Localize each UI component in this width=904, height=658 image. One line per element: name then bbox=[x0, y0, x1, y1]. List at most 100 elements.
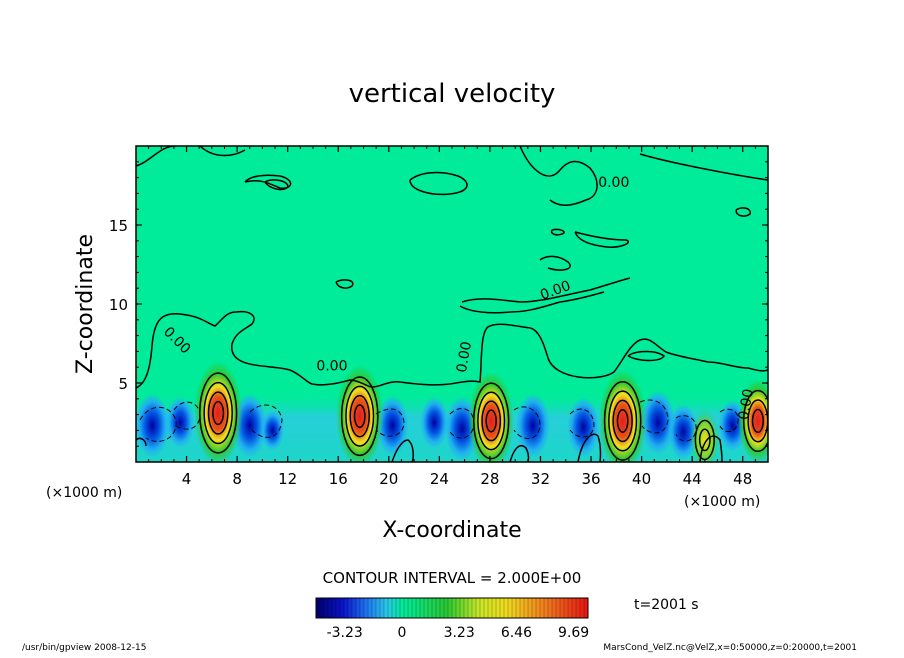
colorbar-segment-62 bbox=[564, 598, 569, 618]
colorbar-segment-10 bbox=[356, 598, 361, 618]
colorbar-frame bbox=[315, 597, 589, 619]
colorbar-segment-35 bbox=[456, 598, 461, 618]
y-axis-label: Z-coordinate bbox=[73, 234, 98, 374]
updraft-contour-3-2 bbox=[612, 399, 633, 443]
colorbar-segment-49 bbox=[512, 598, 517, 618]
colorbar-segment-0 bbox=[316, 598, 321, 618]
x-tick-label-3: 16 bbox=[329, 470, 348, 488]
footer-left: /usr/bin/gpview 2008-12-15 bbox=[22, 643, 146, 653]
zero-contour-upper-right bbox=[519, 146, 768, 206]
updraft-contour-1-1 bbox=[345, 385, 375, 447]
colorbar-segment-43 bbox=[488, 598, 493, 618]
x-tick-label-11: 48 bbox=[733, 470, 752, 488]
x-tick-label-2: 12 bbox=[278, 470, 297, 488]
updraft-contour-1-3 bbox=[353, 404, 366, 429]
colorbar-segment-66 bbox=[580, 598, 585, 618]
x-tick-label-6: 28 bbox=[480, 470, 499, 488]
updraft-contours bbox=[198, 372, 768, 461]
y-tick-label-1: 10 bbox=[109, 296, 128, 314]
colorbar-segment-47 bbox=[504, 598, 509, 618]
colorbar-segment-34 bbox=[452, 598, 457, 618]
colorbar-segment-1 bbox=[320, 598, 325, 618]
contour-label-3: 0.00 bbox=[316, 358, 347, 374]
x-tick-label-5: 24 bbox=[430, 470, 449, 488]
x-tick-label-9: 40 bbox=[632, 470, 651, 488]
colorbar-segment-53 bbox=[528, 598, 533, 618]
x-axis: 4 8 12 16 20 24 28 32 36 40 44 48 bbox=[148, 146, 756, 488]
downdraft-cell-7 bbox=[515, 393, 550, 458]
colorbar-segment-6 bbox=[340, 598, 345, 618]
updraft-contour-4-1 bbox=[698, 428, 711, 452]
colorbar-segment-29 bbox=[432, 598, 437, 618]
colorbar-segment-56 bbox=[540, 598, 545, 618]
updraft-contour-3-0 bbox=[603, 381, 642, 461]
colorbar-segment-67 bbox=[584, 598, 589, 618]
updraft-cell-0 bbox=[194, 361, 243, 462]
colorbar-segment-22 bbox=[404, 598, 409, 618]
updraft-contour-1-2 bbox=[349, 394, 370, 438]
colorbar-segment-27 bbox=[424, 598, 429, 618]
colorbar-segment-5 bbox=[336, 598, 341, 618]
updraft-contour-0-2 bbox=[207, 391, 229, 435]
downdraft-cell-0 bbox=[136, 393, 170, 458]
colorbar-segment-46 bbox=[500, 598, 505, 618]
updraft-contour-0-0 bbox=[198, 372, 238, 454]
colorbar-segment-3 bbox=[328, 598, 333, 618]
zero-contour-loops bbox=[264, 171, 751, 362]
colorbar-segment-4 bbox=[332, 598, 337, 618]
time-label: t=2001 s bbox=[634, 597, 699, 613]
colorbar-segment-40 bbox=[476, 598, 481, 618]
colorbar-segment-41 bbox=[480, 598, 485, 618]
colorbar-segment-7 bbox=[344, 598, 349, 618]
footer-right: MarsCond_VelZ.nc@VelZ,x=0:50000,z=0:2000… bbox=[603, 643, 857, 653]
colorbar-segment-64 bbox=[572, 598, 577, 618]
colorbar-tick-label-2: 3.23 bbox=[444, 625, 475, 641]
colorbar-segment-11 bbox=[360, 598, 365, 618]
zero-contour-mid-right bbox=[459, 231, 631, 314]
colorbar-tick-label-0: -3.23 bbox=[327, 625, 363, 641]
colorbar-segment-9 bbox=[352, 598, 357, 618]
colorbar-segment-39 bbox=[472, 598, 477, 618]
updraft-contour-0-3 bbox=[212, 400, 225, 426]
colorbar-segment-44 bbox=[492, 598, 497, 618]
colorbar-segment-42 bbox=[484, 598, 489, 618]
colorbar-segment-55 bbox=[536, 598, 541, 618]
x-unit-right: (×1000 m) bbox=[684, 494, 760, 510]
downdraft-cell-8 bbox=[567, 397, 600, 458]
updraft-contour-5-0 bbox=[742, 389, 768, 453]
updraft-contour-3-3 bbox=[616, 408, 629, 433]
colorbar-segment-61 bbox=[560, 598, 565, 618]
downdraft-cells bbox=[136, 390, 747, 461]
colorbar-segment-60 bbox=[556, 598, 561, 618]
colorbar-segment-51 bbox=[520, 598, 525, 618]
colorbar-segment-13 bbox=[368, 598, 373, 618]
colorbar-segment-52 bbox=[524, 598, 529, 618]
updraft-cell-1 bbox=[336, 365, 384, 462]
colorbar-segment-45 bbox=[496, 598, 501, 618]
colorbar-segment-25 bbox=[416, 598, 421, 618]
y-tick-label-0: 5 bbox=[118, 375, 128, 393]
contour-label-4: 0.00 bbox=[454, 340, 475, 373]
x-tick-label-1: 8 bbox=[232, 470, 242, 488]
colorbar-segment-31 bbox=[440, 598, 445, 618]
contour-label-0: 0.00 bbox=[598, 175, 629, 191]
x-axis-label: X-coordinate bbox=[382, 518, 521, 543]
downdraft-cell-5 bbox=[420, 396, 449, 449]
colorbar-segment-54 bbox=[532, 598, 537, 618]
updraft-contour-1-0 bbox=[340, 376, 379, 457]
colorbar-segment-37 bbox=[464, 598, 469, 618]
x-tick-label-0: 4 bbox=[182, 470, 192, 488]
colorbar-segment-15 bbox=[376, 598, 381, 618]
colorbar-segment-16 bbox=[380, 598, 385, 618]
colorbar-segment-65 bbox=[576, 598, 581, 618]
updraft-contour-2-2 bbox=[481, 400, 502, 442]
colorbar bbox=[315, 598, 589, 618]
y-tick-label-2: 15 bbox=[109, 217, 128, 235]
colorbar-segment-48 bbox=[508, 598, 513, 618]
colorbar-segment-23 bbox=[408, 598, 413, 618]
colorbar-segment-63 bbox=[568, 598, 573, 618]
contour-label-5: 0.00 bbox=[736, 388, 757, 421]
colorbar-segment-24 bbox=[412, 598, 417, 618]
y-axis: 5 10 15 bbox=[109, 161, 768, 447]
colorbar-segment-33 bbox=[448, 598, 453, 618]
